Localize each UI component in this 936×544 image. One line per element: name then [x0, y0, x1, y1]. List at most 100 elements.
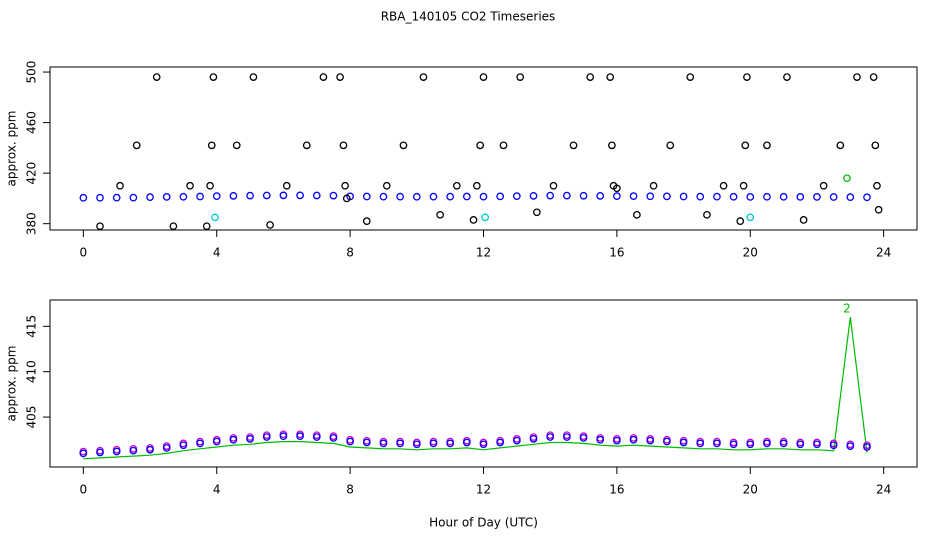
x-tick-label: 0 — [80, 483, 88, 497]
data-point — [743, 73, 751, 81]
data-point — [196, 439, 204, 448]
data-point — [96, 448, 104, 457]
data-point — [846, 442, 855, 450]
data-point — [429, 192, 438, 201]
data-point — [346, 437, 354, 446]
data-point — [429, 439, 438, 448]
data-point — [569, 141, 578, 150]
data-point — [496, 438, 505, 447]
data-point — [563, 433, 571, 441]
data-point — [479, 73, 488, 81]
data-point — [729, 192, 738, 201]
data-point — [819, 181, 828, 190]
data-point — [479, 192, 488, 201]
data-point — [169, 222, 178, 231]
data-point — [829, 193, 838, 201]
x-axis-label: Hour of Day (UTC) — [429, 516, 538, 530]
data-point — [146, 193, 154, 201]
data-point — [579, 191, 588, 200]
data-point — [232, 141, 241, 150]
data-point — [302, 141, 311, 150]
data-point — [613, 192, 621, 200]
annotation: 2 — [843, 302, 851, 316]
data-point — [419, 73, 428, 81]
data-point — [729, 440, 738, 449]
data-point — [129, 446, 138, 455]
y-tick-label: 420 — [25, 162, 39, 185]
data-point — [209, 73, 218, 81]
data-point — [779, 439, 788, 448]
data-point — [162, 444, 171, 452]
data-point — [207, 141, 216, 150]
data-point — [873, 181, 881, 190]
data-point — [212, 192, 221, 200]
data-point — [783, 73, 791, 81]
data-point — [869, 73, 878, 81]
data-point — [796, 193, 805, 201]
x-tick-label: 12 — [476, 483, 491, 497]
data-point — [529, 192, 538, 200]
data-point — [379, 439, 388, 448]
data-point — [319, 73, 328, 81]
data-point — [312, 433, 321, 441]
data-point — [679, 192, 688, 201]
data-point — [608, 141, 616, 150]
data-point — [829, 441, 838, 450]
data-point — [79, 193, 88, 202]
data-point — [763, 141, 771, 150]
data-point — [412, 440, 421, 449]
data-point — [229, 435, 238, 444]
data-point — [399, 141, 408, 150]
data-point — [646, 192, 655, 201]
data-point — [763, 439, 771, 448]
data-point — [533, 208, 541, 217]
data-point — [871, 141, 880, 150]
data-point — [342, 194, 351, 203]
data-point — [746, 440, 755, 449]
data-point — [613, 184, 621, 193]
data-point — [481, 213, 490, 222]
data-point — [296, 432, 304, 440]
data-point — [446, 439, 455, 448]
data-point — [339, 141, 348, 150]
data-point — [813, 440, 821, 449]
data-point — [763, 192, 771, 201]
data-point — [112, 447, 121, 456]
data-point — [666, 141, 675, 150]
y-tick-label: 415 — [25, 315, 39, 338]
series-line — [83, 317, 868, 460]
data-point — [686, 73, 695, 81]
data-point — [382, 181, 391, 190]
x-tick-label: 4 — [213, 483, 221, 497]
data-point — [329, 434, 338, 442]
data-point — [396, 192, 404, 201]
data-point — [96, 193, 104, 202]
data-point — [779, 192, 788, 201]
data-point — [516, 73, 525, 81]
data-point — [663, 192, 671, 201]
data-point — [452, 181, 461, 190]
data-point — [796, 440, 805, 449]
data-point — [146, 445, 154, 454]
data-point — [249, 73, 258, 81]
data-point — [212, 437, 221, 446]
data-point — [563, 191, 571, 200]
data-point — [206, 181, 214, 190]
y-tick-label: 405 — [25, 406, 39, 429]
plot-frame — [49, 66, 918, 231]
data-point — [202, 222, 211, 231]
data-point — [736, 217, 745, 226]
data-point — [629, 192, 638, 200]
x-tick-label: 20 — [743, 246, 758, 260]
data-point — [843, 174, 851, 183]
data-point — [362, 217, 371, 226]
data-point — [579, 434, 588, 442]
data-point — [262, 191, 271, 200]
x-tick-label: 4 — [213, 246, 221, 260]
data-point — [836, 141, 845, 150]
x-tick-label: 0 — [80, 246, 88, 260]
data-point — [396, 439, 404, 448]
data-point — [162, 193, 171, 201]
data-point — [446, 192, 455, 201]
